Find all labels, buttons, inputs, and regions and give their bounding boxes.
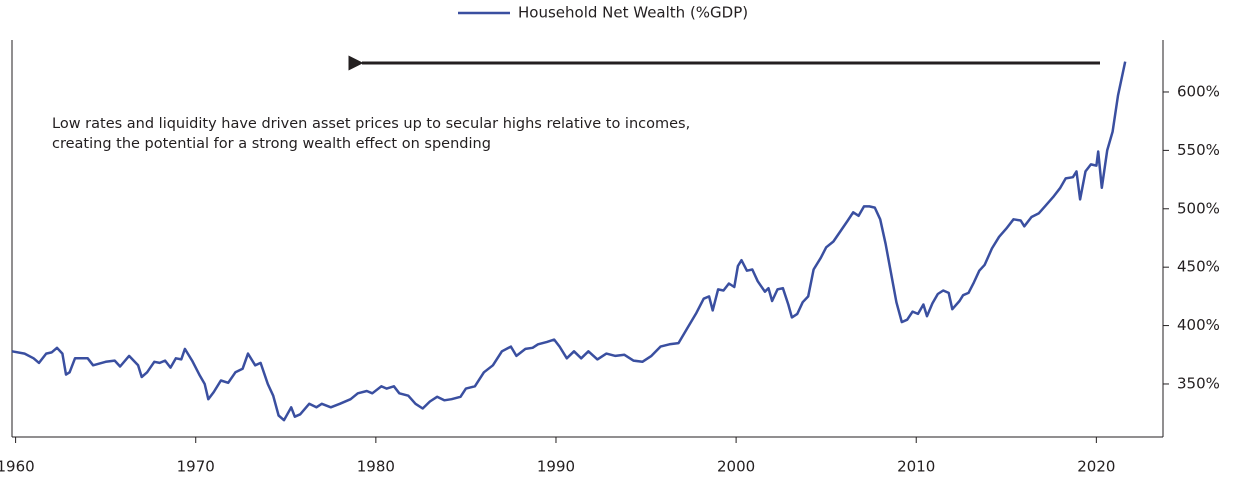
legend-label: Household Net Wealth (%GDP) xyxy=(518,4,748,22)
x-tick-label: 2020 xyxy=(1077,458,1115,476)
y-tick-label: 600% xyxy=(1177,82,1220,100)
line xyxy=(11,61,1127,422)
annotation: creating the potential for a strong weal… xyxy=(52,136,491,152)
y-tick-label: 400% xyxy=(1177,316,1220,334)
x-tick-label: 2000 xyxy=(717,458,755,476)
x-tick-label: 1960 xyxy=(0,458,35,476)
x-tick-label: 1970 xyxy=(177,458,215,476)
y-tick-label: 500% xyxy=(1177,199,1220,217)
y-tick-label: 450% xyxy=(1177,258,1220,276)
x-tick-label: 1980 xyxy=(357,458,395,476)
x-tick-label: 1990 xyxy=(537,458,575,476)
annotation: Low rates and liquidity have driven asse… xyxy=(52,116,690,132)
y-tick-label: 550% xyxy=(1177,141,1220,159)
y-tick-label: 350% xyxy=(1177,374,1220,392)
x-tick-label: 2010 xyxy=(897,458,935,476)
